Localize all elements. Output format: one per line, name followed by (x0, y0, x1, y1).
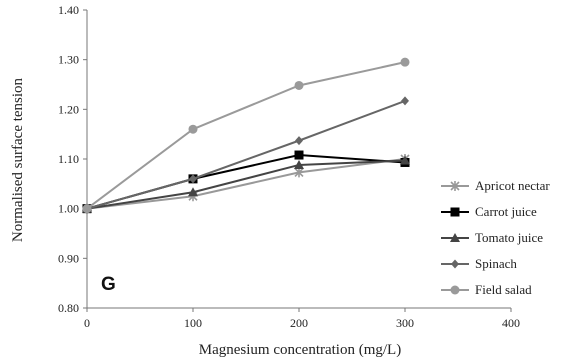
y-axis-ticks: 0.80 0.90 1.00 1.10 1.20 1.30 1.40 (58, 3, 87, 315)
legend-label: Field salad (475, 282, 532, 297)
legend-marker (450, 285, 460, 295)
y-tick-label: 1.40 (58, 3, 79, 17)
legend-marker (450, 181, 460, 191)
legend-item: Apricot nectar (441, 178, 550, 193)
series-field-salad (82, 57, 410, 214)
x-axis-ticks: 0 100 200 300 400 (84, 308, 520, 330)
series-line (86, 159, 406, 210)
legend-marker (451, 259, 459, 269)
data-point (400, 57, 410, 67)
series-group (82, 57, 410, 214)
x-tick-label: 400 (502, 316, 520, 330)
data-point (82, 204, 92, 214)
data-point (189, 174, 197, 184)
legend-label: Tomato juice (475, 230, 543, 245)
y-tick-label: 0.80 (58, 301, 79, 315)
series-line (86, 158, 406, 210)
data-point (188, 124, 198, 134)
legend-item: Carrot juice (441, 204, 537, 219)
data-point (401, 96, 409, 106)
x-tick-label: 100 (184, 316, 202, 330)
legend-label: Spinach (475, 256, 517, 271)
data-point (188, 187, 198, 197)
series-spinach (83, 96, 409, 214)
legend-marker (450, 207, 460, 217)
data-point (294, 80, 304, 90)
y-tick-label: 1.00 (58, 202, 79, 216)
series-line (86, 61, 406, 210)
legend-label: Apricot nectar (475, 178, 550, 193)
data-point (294, 159, 304, 169)
data-point (400, 155, 410, 165)
legend-item: Spinach (441, 256, 517, 271)
data-point (294, 167, 304, 178)
y-axis-title: Normalised surface tension (10, 77, 26, 242)
data-point (294, 150, 304, 160)
x-tick-label: 200 (290, 316, 308, 330)
x-tick-label: 300 (396, 316, 414, 330)
panel-label: G (101, 274, 116, 295)
y-tick-label: 0.90 (58, 251, 79, 265)
x-axis-title: Magnesium concentration (mg/L) (199, 342, 401, 358)
data-point (295, 136, 303, 146)
y-tick-label: 1.10 (58, 152, 79, 166)
legend-label: Carrot juice (475, 204, 537, 219)
legend-marker (450, 233, 460, 242)
legend: Apricot nectar Carrot juice Tomato juice Sp… (441, 178, 550, 297)
series-line (86, 99, 406, 210)
legend-item: Field salad (441, 282, 532, 297)
legend-item: Tomato juice (441, 230, 543, 245)
y-tick-label: 1.20 (58, 102, 79, 116)
x-tick-label: 0 (84, 316, 90, 330)
y-tick-label: 1.30 (58, 53, 79, 67)
